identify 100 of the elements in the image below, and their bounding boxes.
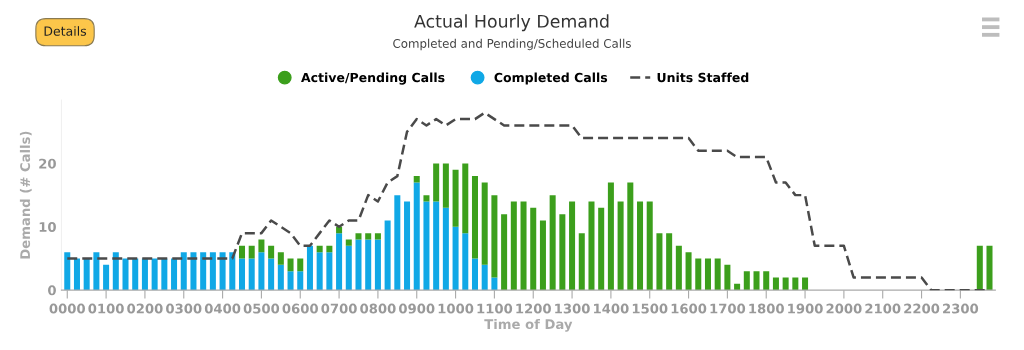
bar bbox=[200, 252, 207, 291]
bar bbox=[685, 252, 692, 291]
legend-label: Completed Calls bbox=[494, 72, 608, 85]
bar bbox=[355, 239, 362, 291]
bar bbox=[277, 252, 284, 265]
y-axis-title: Demand (# Calls) bbox=[19, 131, 32, 259]
x-tick-label: 2300 bbox=[943, 303, 979, 314]
bar bbox=[714, 258, 721, 291]
bar bbox=[112, 252, 119, 291]
bar bbox=[569, 201, 576, 291]
x-tick-label: 0300 bbox=[166, 303, 202, 314]
bar bbox=[501, 214, 508, 291]
x-tick-label: 2100 bbox=[865, 303, 901, 314]
bar bbox=[103, 264, 110, 291]
bar bbox=[239, 245, 246, 259]
bar bbox=[704, 258, 711, 291]
y-tick-label: 20 bbox=[39, 158, 56, 169]
bar bbox=[151, 258, 158, 291]
bar bbox=[180, 252, 187, 291]
bar bbox=[413, 182, 420, 291]
bar bbox=[462, 233, 469, 291]
bar bbox=[539, 220, 546, 291]
bar bbox=[297, 271, 304, 291]
bar bbox=[442, 163, 449, 208]
bar bbox=[637, 201, 644, 291]
x-tick-label: 0200 bbox=[127, 303, 163, 314]
bar bbox=[64, 252, 71, 291]
bar bbox=[452, 169, 459, 227]
bar bbox=[976, 245, 983, 291]
bar bbox=[520, 201, 527, 291]
bar bbox=[782, 277, 789, 291]
bar bbox=[792, 277, 799, 291]
bar bbox=[132, 258, 139, 291]
chart-subtitle: Completed and Pending/Scheduled Calls bbox=[393, 38, 631, 51]
bar bbox=[394, 195, 401, 291]
x-axis-title: Time of Day bbox=[484, 318, 573, 332]
bar bbox=[510, 201, 517, 291]
bar bbox=[452, 226, 459, 291]
y-tick-label: 0 bbox=[48, 285, 56, 296]
bar bbox=[433, 163, 440, 202]
bar bbox=[695, 258, 702, 291]
bar bbox=[413, 176, 420, 183]
x-tick-label: 1400 bbox=[594, 303, 629, 314]
bar bbox=[73, 258, 80, 291]
bar bbox=[753, 271, 760, 291]
bar bbox=[209, 252, 216, 291]
bar bbox=[588, 201, 595, 291]
x-tick-label: 0800 bbox=[360, 303, 396, 314]
bar bbox=[384, 220, 391, 291]
bar bbox=[491, 195, 498, 278]
bar bbox=[122, 258, 129, 291]
bar bbox=[365, 233, 372, 240]
bar bbox=[481, 182, 488, 265]
x-tick-label: 0700 bbox=[321, 303, 357, 314]
bar bbox=[268, 258, 275, 291]
bar bbox=[423, 201, 430, 291]
bar bbox=[316, 245, 323, 253]
bar bbox=[646, 201, 653, 291]
bar bbox=[549, 195, 556, 291]
bar bbox=[481, 264, 488, 291]
x-tick-label: 1600 bbox=[671, 303, 707, 314]
legend-label: Active/Pending Calls bbox=[301, 72, 445, 85]
bar bbox=[734, 283, 741, 291]
bar bbox=[297, 258, 304, 272]
bar bbox=[248, 258, 255, 291]
bar bbox=[336, 233, 343, 291]
bar bbox=[656, 233, 663, 291]
x-tick-label: 1000 bbox=[438, 303, 474, 314]
bar bbox=[326, 252, 333, 291]
x-tick-label: 1300 bbox=[555, 303, 590, 314]
bar bbox=[355, 233, 362, 240]
x-tick-label: 2000 bbox=[826, 303, 862, 314]
x-tick-label: 1500 bbox=[632, 303, 668, 314]
bar bbox=[248, 245, 255, 259]
x-tick-label: 2200 bbox=[904, 303, 940, 314]
x-tick-label: 0100 bbox=[88, 303, 124, 314]
bar bbox=[675, 245, 682, 291]
x-tick-label: 1800 bbox=[749, 303, 784, 314]
bar bbox=[607, 182, 614, 291]
bar bbox=[171, 258, 178, 291]
bar bbox=[277, 264, 284, 291]
bar bbox=[491, 277, 498, 291]
bar bbox=[239, 258, 246, 291]
bar bbox=[530, 207, 537, 291]
bar bbox=[433, 201, 440, 291]
bar bbox=[666, 233, 673, 291]
bar bbox=[326, 245, 333, 253]
bar bbox=[374, 239, 381, 291]
bar bbox=[258, 252, 265, 291]
bar bbox=[83, 258, 90, 291]
x-tick-label: 1900 bbox=[788, 303, 823, 314]
x-tick-label: 1200 bbox=[516, 303, 551, 314]
bar bbox=[219, 252, 226, 291]
bar bbox=[190, 252, 197, 291]
bar bbox=[365, 239, 372, 291]
bar bbox=[316, 252, 323, 291]
bar bbox=[258, 239, 265, 253]
bar bbox=[627, 182, 634, 291]
bar bbox=[161, 258, 168, 291]
bar bbox=[802, 277, 809, 291]
